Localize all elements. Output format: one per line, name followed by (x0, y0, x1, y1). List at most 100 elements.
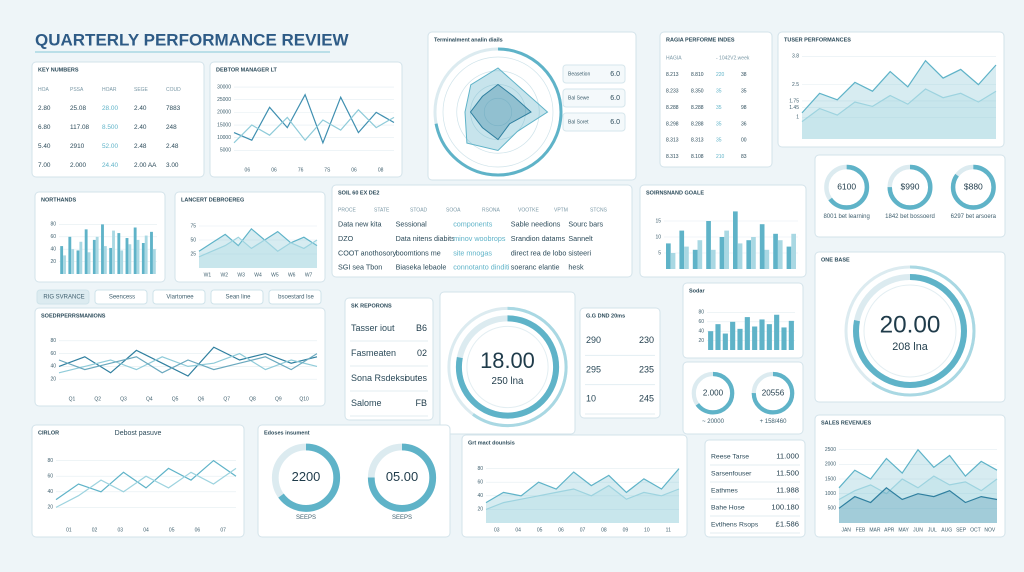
table-header: STATE (374, 208, 390, 214)
item-value: 6.0 (610, 71, 620, 78)
donut-value: 20556 (762, 388, 785, 397)
x-tick-label: 05 (537, 527, 543, 533)
row-label: Sarsenfouser (711, 470, 752, 477)
bar (719, 237, 725, 269)
radar-shape (469, 83, 532, 141)
gauge-arc (455, 315, 560, 419)
y-tick-label: 60 (50, 351, 56, 357)
row-value: 230 (639, 335, 654, 345)
bar (746, 240, 752, 269)
table-cell: Srandion datams (511, 234, 566, 243)
row-label: Bahe Hose (711, 504, 745, 511)
x-tick-label: NOV (984, 527, 996, 533)
y-tick-label: 10 (655, 234, 661, 240)
panel (777, 31, 1005, 148)
panel-title: DEBTOR MANAGER LT (216, 67, 278, 73)
y-tick-label: 2500 (825, 447, 836, 453)
line (198, 236, 318, 258)
item-value: 6.0 (610, 95, 620, 102)
gauge-arc (887, 164, 933, 210)
table-header: - 1042V2.week (716, 56, 750, 62)
y-tick-label: 50 (190, 237, 196, 243)
table-header: SOOA (446, 208, 461, 214)
gauge-sub: 250 lna (492, 376, 524, 387)
y-tick-label: 60 (50, 234, 56, 240)
table-cell: 38 (741, 72, 747, 78)
table-cell: 00 (741, 138, 747, 144)
x-tick-label: 05 (169, 527, 175, 533)
donut-label: ~ 20000 (702, 419, 725, 425)
x-tick-label: 08 (601, 527, 607, 533)
y-tick-label: 20 (477, 507, 483, 513)
x-tick-label: MAY (898, 527, 909, 533)
panel (344, 297, 434, 421)
y-tick-label: 80 (50, 338, 56, 344)
x-tick-label: AUG (941, 527, 952, 533)
table-cell: hesk (568, 263, 584, 272)
panel (174, 191, 326, 283)
panel-title: SK REPORONS (351, 303, 392, 309)
bar (103, 246, 107, 274)
table-cell: 8.213 (666, 72, 679, 78)
panel-title: Edoses insument (264, 430, 310, 436)
y-tick-label: 20000 (217, 110, 231, 116)
item-label: Bal Sewe (568, 95, 589, 101)
bar (722, 333, 728, 350)
panel (31, 424, 245, 538)
gauge-arc (367, 443, 437, 512)
gauge-arc (433, 47, 563, 177)
bar (759, 319, 765, 350)
table-cell: 220 (716, 72, 725, 78)
x-tick-label: MAR (869, 527, 881, 533)
table-cell: components (453, 220, 493, 229)
y-tick-label: 20 (47, 505, 53, 511)
item-label: Bal Soret (568, 119, 589, 125)
table-cell: 35 (716, 105, 722, 111)
x-tick-label: W4 (254, 272, 262, 278)
x-tick-label: Q1 (69, 396, 76, 402)
line (58, 346, 318, 377)
line (485, 468, 680, 504)
y-tick-label: 1.75 (789, 98, 799, 104)
bar (764, 249, 770, 269)
panel-title: SOIRNSNAND GOALE (646, 190, 704, 196)
x-tick-label: 06 (245, 167, 251, 173)
y-tick-label: 1000 (825, 491, 836, 497)
panel-title: KEY NUMBERS (38, 67, 79, 73)
table-cell: 25.08 (70, 105, 86, 112)
y-tick-label: 75 (190, 223, 196, 229)
gauge-arc (447, 306, 568, 428)
row-label: Evtlhens Rsops (711, 521, 759, 528)
x-tick-label: Q7 (223, 396, 230, 402)
radar-ring (442, 56, 554, 168)
row-value: 11.000 (776, 452, 799, 461)
x-tick-label: 7S (324, 167, 331, 173)
bar (71, 249, 75, 274)
table-cell: COOT anothosory (338, 248, 397, 257)
x-tick-label: Q8 (249, 396, 256, 402)
table-cell: 8.288 (691, 105, 704, 111)
table-header: STCNS (590, 208, 608, 214)
row-label: 295 (586, 364, 601, 374)
table-cell: 8.313 (666, 154, 679, 160)
table-cell: 2.48 (134, 143, 147, 150)
x-tick-label: Q5 (172, 396, 179, 402)
x-tick-label: W7 (305, 272, 313, 278)
table-cell: 8.288 (666, 105, 679, 111)
x-tick-label: FEB (856, 527, 866, 533)
table-cell: Sable needions (511, 220, 561, 229)
x-tick-label: 10 (644, 527, 650, 533)
x-tick-label: W3 (237, 272, 245, 278)
row-value: 11.500 (776, 469, 799, 478)
table-cell: direct rea de lobo (511, 248, 567, 257)
pill (36, 289, 90, 305)
panel (461, 434, 688, 538)
bar (777, 240, 783, 269)
y-tick-label: 3.8 (792, 54, 799, 60)
bar (101, 224, 104, 274)
y-tick-label: 60 (47, 474, 53, 480)
table-header: COUD (166, 87, 181, 93)
bar (63, 255, 66, 274)
table-cell: Sannelt (568, 234, 592, 243)
